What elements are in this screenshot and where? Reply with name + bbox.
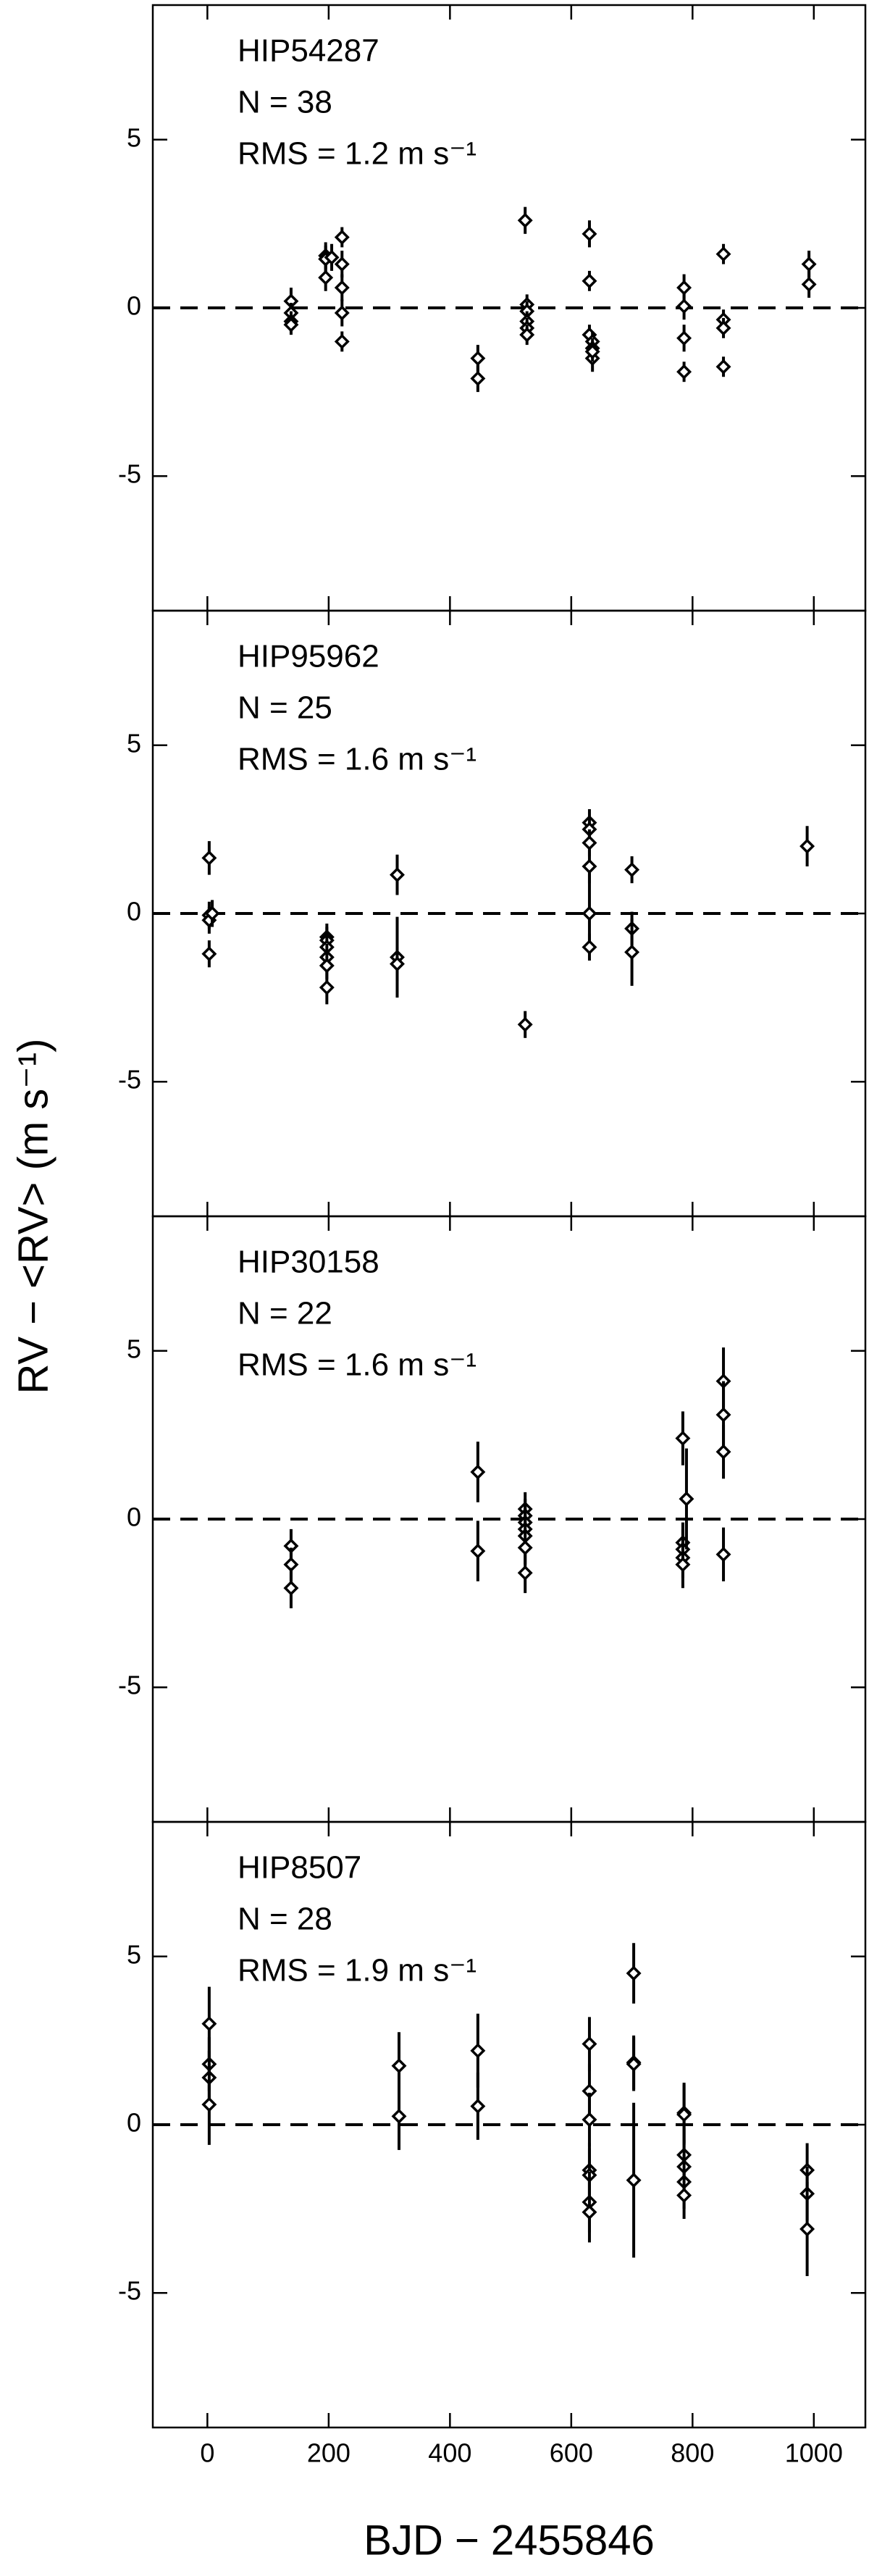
data-point [334, 305, 350, 321]
data-point [799, 838, 815, 854]
data-point [517, 1540, 533, 1555]
annotation: N = 25 [238, 690, 332, 726]
data-point [715, 359, 731, 375]
data-point [391, 2108, 407, 2124]
data-point [519, 327, 535, 343]
data-point [676, 280, 692, 296]
data-point [283, 317, 299, 333]
data-point [204, 906, 220, 921]
annotation: N = 28 [238, 1902, 332, 1937]
data-point [517, 1565, 533, 1581]
x-tick-label: 0 [200, 2438, 214, 2468]
y-tick-label: 0 [127, 1502, 141, 1532]
y-tick-label: 0 [127, 291, 141, 321]
annotation: HIP8507 [238, 1850, 361, 1886]
data-point [201, 946, 217, 962]
data-point [624, 862, 640, 878]
data-point [470, 1464, 486, 1480]
y-tick-label: 0 [127, 2108, 141, 2138]
y-tick-label: -5 [118, 459, 141, 489]
annotation: RMS = 1.6 m s⁻¹ [238, 742, 477, 777]
data-point [470, 1543, 486, 1559]
data-point [715, 1444, 731, 1460]
y-tick-label: -5 [118, 1065, 141, 1095]
annotation: HIP95962 [238, 639, 379, 674]
data-point [626, 2173, 642, 2188]
y-axis-label: RV − <RV> (m s⁻¹) [9, 1039, 56, 1394]
data-point [582, 273, 597, 289]
data-point [334, 229, 350, 245]
data-point [801, 277, 817, 292]
data-point [715, 1547, 731, 1563]
y-tick-label: 0 [127, 897, 141, 927]
data-point [626, 2056, 642, 2072]
data-point [582, 2204, 597, 2220]
data-point [319, 979, 335, 995]
data-point [470, 2043, 486, 2059]
data-point [679, 1491, 694, 1507]
data-point [675, 1557, 691, 1573]
annotation: RMS = 1.6 m s⁻¹ [238, 1347, 477, 1383]
x-tick-label: 800 [671, 2438, 714, 2468]
x-tick-label: 400 [428, 2438, 471, 2468]
data-point [582, 2112, 597, 2128]
data-point [582, 226, 597, 242]
data-point [283, 1580, 299, 1596]
data-point [517, 212, 533, 228]
y-tick-label: -5 [118, 2276, 141, 2306]
data-point [676, 2107, 692, 2123]
y-tick-label: 5 [127, 1334, 141, 1363]
data-point [390, 956, 405, 972]
data-point [517, 1016, 533, 1032]
data-point [626, 1965, 642, 1981]
data-point [676, 298, 692, 314]
x-tick-label: 200 [307, 2438, 350, 2468]
data-point [715, 246, 731, 262]
annotation: RMS = 1.2 m s⁻¹ [238, 136, 477, 172]
data-point [675, 1431, 691, 1447]
data-point [390, 867, 405, 883]
annotation: HIP54287 [238, 33, 379, 69]
y-tick-label: 5 [127, 1939, 141, 1969]
data-point [319, 958, 335, 974]
data-point [470, 371, 486, 387]
data-point [582, 906, 597, 921]
data-point [334, 256, 350, 272]
data-point [470, 351, 486, 367]
data-point [470, 2098, 486, 2114]
data-point [334, 280, 350, 296]
data-point [799, 2221, 815, 2237]
annotation: N = 22 [238, 1296, 332, 1331]
data-point [324, 249, 340, 265]
annotation: HIP30158 [238, 1245, 379, 1280]
data-point [201, 2096, 217, 2112]
y-tick-label: 5 [127, 122, 141, 152]
x-tick-label: 600 [550, 2438, 593, 2468]
data-point [676, 330, 692, 346]
annotation: RMS = 1.9 m s⁻¹ [238, 1953, 477, 1989]
data-point [582, 939, 597, 955]
data-point [676, 2188, 692, 2204]
data-point [334, 333, 350, 349]
y-tick-label: -5 [118, 1670, 141, 1700]
x-axis-label: BJD − 2455846 [364, 2517, 654, 2564]
data-point [201, 2016, 217, 2032]
data-point [624, 944, 640, 960]
data-point [584, 343, 600, 359]
data-point [582, 2036, 597, 2052]
data-point [801, 256, 817, 272]
data-point [391, 2058, 407, 2074]
data-point [582, 858, 597, 874]
data-point [715, 1407, 731, 1423]
data-point [715, 320, 731, 336]
data-point [201, 850, 217, 866]
x-tick-label: 1000 [785, 2438, 843, 2468]
data-point [582, 835, 597, 850]
data-point [318, 269, 334, 285]
data-point [676, 364, 692, 380]
annotation: N = 38 [238, 85, 332, 120]
y-tick-label: 5 [127, 728, 141, 758]
